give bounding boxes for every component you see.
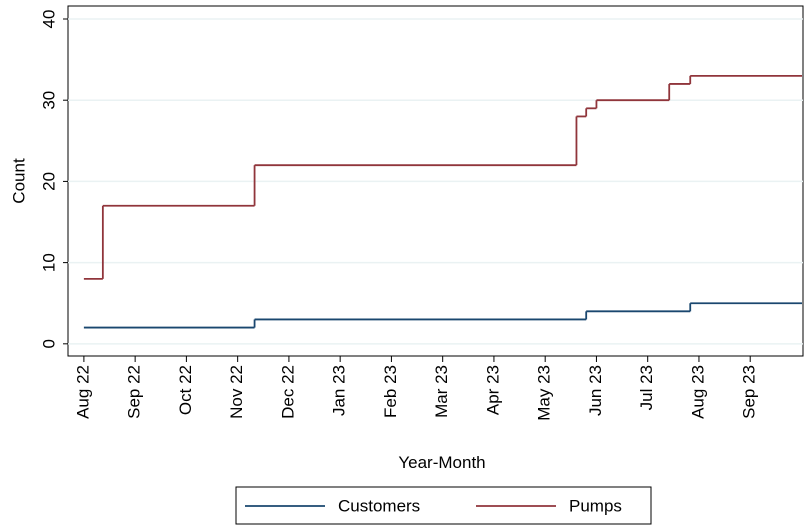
y-tick-label: 40	[39, 10, 58, 29]
x-tick-label: Apr 23	[483, 365, 502, 415]
y-tick-label: 30	[39, 91, 58, 110]
y-axis-label: Count	[9, 158, 28, 204]
x-tick-label: Jan 23	[330, 365, 349, 416]
x-axis-label: Year-Month	[398, 453, 485, 472]
x-tick-label: Dec 22	[278, 365, 297, 419]
x-tick-label: Sep 23	[740, 365, 759, 419]
x-tick-label: Feb 23	[381, 365, 400, 418]
x-tick-label: May 23	[535, 365, 554, 421]
legend-label: Pumps	[569, 496, 622, 515]
x-tick-label: Oct 22	[176, 365, 195, 415]
x-tick-label: Jul 23	[637, 365, 656, 410]
y-tick-label: 0	[39, 339, 58, 348]
y-tick-label: 10	[39, 253, 58, 272]
x-tick-label: Nov 22	[227, 365, 246, 419]
y-tick-label: 20	[39, 172, 58, 191]
x-tick-label: Aug 23	[688, 365, 707, 419]
legend-label: Customers	[338, 496, 420, 515]
x-tick-label: Sep 22	[125, 365, 144, 419]
x-tick-label: Aug 22	[73, 365, 92, 419]
x-tick-label: Jun 23	[586, 365, 605, 416]
x-tick-label: Mar 23	[432, 365, 451, 418]
